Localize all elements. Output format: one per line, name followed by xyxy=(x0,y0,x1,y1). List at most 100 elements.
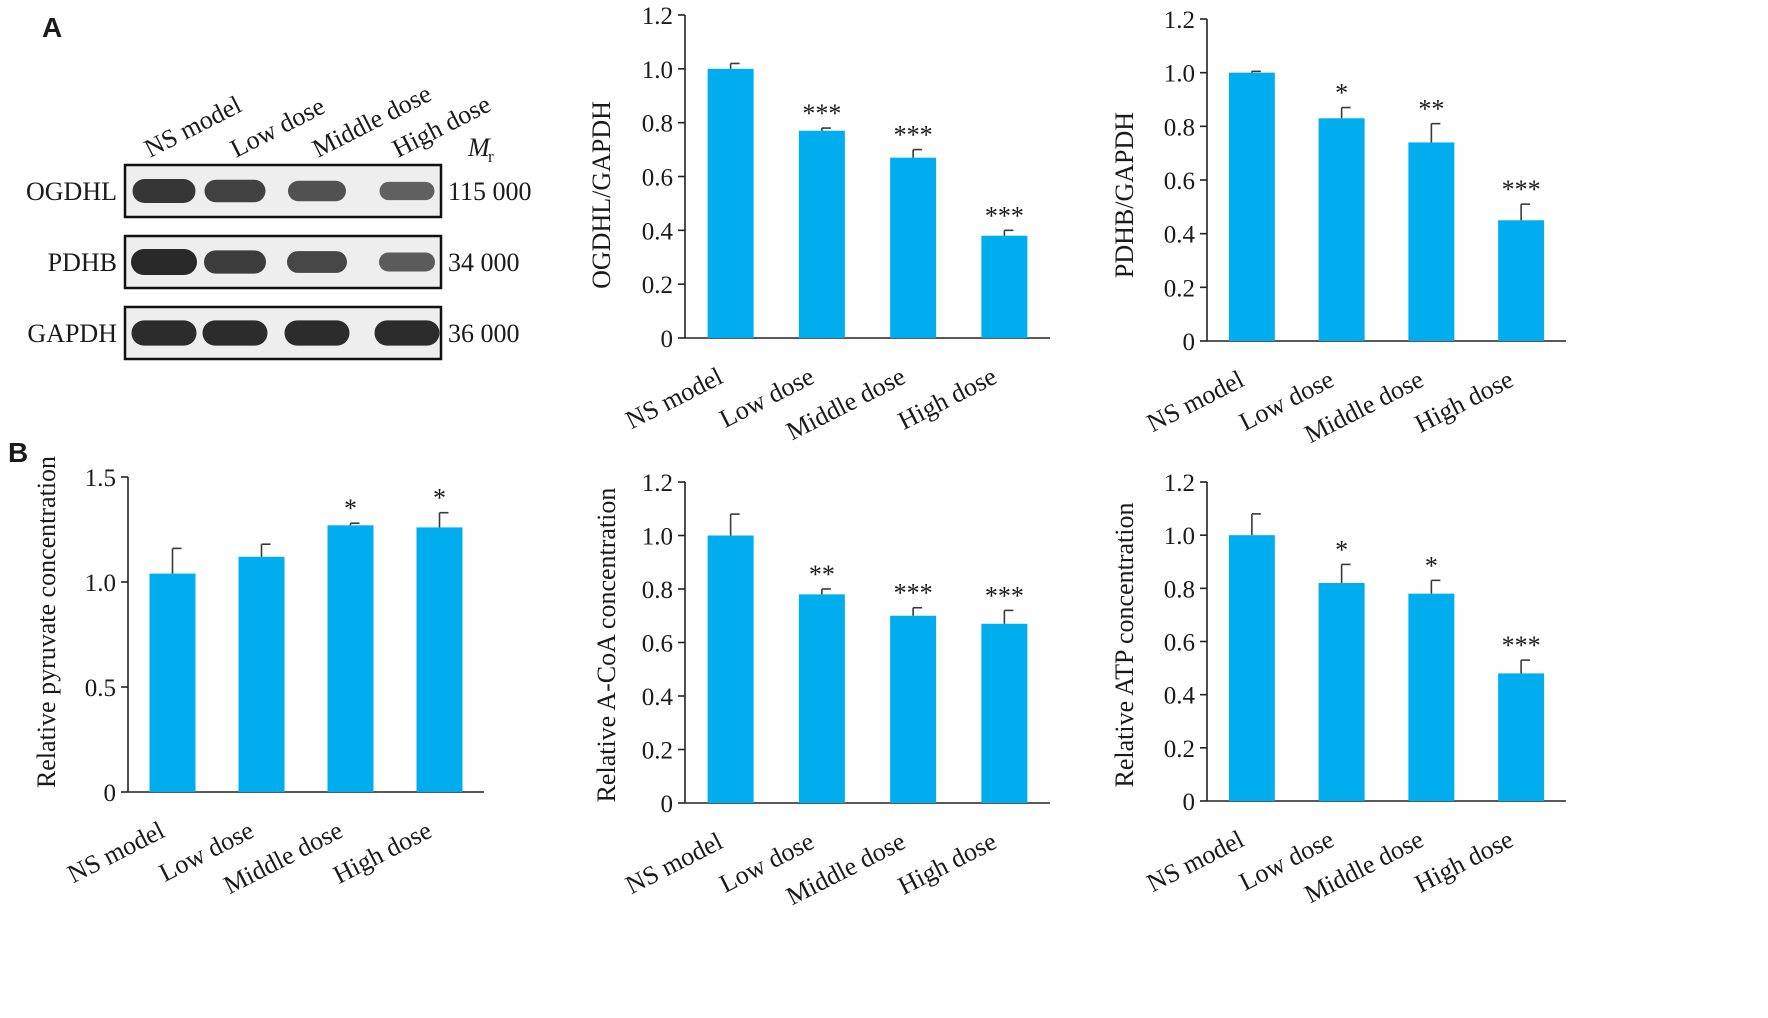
x-tick-label: High dose xyxy=(1410,825,1518,899)
chart-atp: 0 0.2 0.4 0.6 0.8 1.0 1.2 Relative ATP concentr… xyxy=(1110,470,1566,909)
blot-band xyxy=(131,320,197,346)
significance-label: *** xyxy=(894,121,933,150)
x-tick-label: NS model xyxy=(1142,365,1248,438)
x-tick-label: NS model xyxy=(621,362,727,435)
y-tick-label: 0.8 xyxy=(642,577,673,604)
blot-mw-label: 115 000 xyxy=(448,177,532,206)
blot-row-label: OGDHL xyxy=(26,177,117,206)
y-tick-label: 0 xyxy=(661,326,674,353)
x-tick-label: High dose xyxy=(328,816,436,890)
y-tick-label: 1.2 xyxy=(642,3,673,30)
blot-band xyxy=(132,179,196,203)
y-tick-label: 0.8 xyxy=(1164,114,1195,141)
y-tick-label: 1.5 xyxy=(85,465,116,492)
blot-band xyxy=(288,180,346,202)
significance-label: *** xyxy=(985,581,1024,610)
y-tick-label: 1.0 xyxy=(85,570,116,597)
bar xyxy=(1318,118,1365,342)
y-tick-label: 0.6 xyxy=(1164,168,1195,195)
x-tick-label: High dose xyxy=(1410,365,1518,439)
blot-row-label: GAPDH xyxy=(27,319,117,348)
significance-label: *** xyxy=(985,201,1024,230)
y-tick-label: 1.2 xyxy=(1164,7,1195,34)
bar xyxy=(1498,220,1545,341)
bar xyxy=(149,573,196,792)
bar xyxy=(327,525,374,792)
blot-lane-label: NS model xyxy=(140,90,246,163)
y-tick-label: 0 xyxy=(1183,789,1196,816)
y-tick-label: 1.2 xyxy=(642,470,673,497)
significance-label: ** xyxy=(809,560,835,589)
bar xyxy=(1408,593,1455,801)
panel-label-a: A xyxy=(42,12,62,43)
y-axis-label: Relative pyruvate concentration xyxy=(32,456,61,788)
x-tick-label: High dose xyxy=(893,827,1001,901)
y-axis-label: OGDHL/GAPDH xyxy=(587,101,616,289)
blot-row-label: PDHB xyxy=(48,248,117,277)
significance-label: * xyxy=(1335,535,1348,564)
significance-label: * xyxy=(344,494,357,523)
blot-mw-label: 36 000 xyxy=(448,319,520,348)
x-tick-label: High dose xyxy=(893,362,1001,436)
bar xyxy=(981,235,1028,338)
y-tick-label: 0.4 xyxy=(1164,683,1196,710)
y-tick-label: 0 xyxy=(1183,329,1196,356)
bar xyxy=(798,594,845,803)
bar xyxy=(1228,72,1275,342)
blot-band xyxy=(374,320,440,346)
blot-band xyxy=(287,251,347,273)
y-tick-label: 0 xyxy=(104,780,117,807)
blot-band xyxy=(204,250,266,274)
bar xyxy=(416,527,463,792)
bar xyxy=(1408,142,1455,341)
blot-band xyxy=(131,249,197,275)
y-axis-label: PDHB/GAPDH xyxy=(1110,112,1139,278)
y-tick-label: 1.0 xyxy=(1164,61,1195,88)
y-tick-label: 0.2 xyxy=(1164,275,1195,302)
y-tick-label: 0.5 xyxy=(85,675,116,702)
blot-band xyxy=(284,320,350,346)
bar xyxy=(890,157,937,338)
bar xyxy=(1498,673,1545,801)
x-tick-label: NS model xyxy=(63,816,169,889)
y-tick-label: 0 xyxy=(661,791,674,818)
y-tick-label: 0.4 xyxy=(1164,222,1196,249)
significance-label: *** xyxy=(1502,175,1541,204)
significance-label: * xyxy=(1335,79,1348,108)
mr-subscript: r xyxy=(488,147,494,166)
y-tick-label: 0.6 xyxy=(642,165,673,192)
bar xyxy=(238,556,285,792)
chart-ogdhl: 0 0.2 0.4 0.6 0.8 1.0 1.2 OGDHL/GAPDH NS model **… xyxy=(587,3,1050,446)
y-tick-label: 1.0 xyxy=(642,57,673,84)
panel-label-b: B xyxy=(8,437,28,468)
blot-band xyxy=(204,179,266,203)
y-tick-label: 0.4 xyxy=(642,218,674,245)
y-tick-label: 0.2 xyxy=(642,272,673,299)
bar xyxy=(981,623,1028,803)
blot-mw-label: 34 000 xyxy=(448,248,520,277)
x-tick-label: NS model xyxy=(621,827,727,900)
x-tick-label: NS model xyxy=(1142,825,1248,898)
blot-band xyxy=(202,320,268,346)
y-tick-label: 0.6 xyxy=(1164,630,1195,657)
bar xyxy=(1228,535,1275,801)
y-tick-label: 0.8 xyxy=(642,111,673,138)
y-tick-label: 0.2 xyxy=(1164,736,1195,763)
blot-lane-label: Low dose xyxy=(226,91,330,163)
y-tick-label: 0.8 xyxy=(1164,576,1195,603)
y-tick-label: 0.6 xyxy=(642,631,673,658)
bar xyxy=(707,68,754,338)
bar xyxy=(707,535,754,803)
blot-band xyxy=(379,181,435,201)
chart-pyruvate: 0 0.5 1.0 1.5 Relative pyruvate concentratio… xyxy=(32,456,484,900)
significance-label: * xyxy=(433,484,446,513)
blot-band xyxy=(379,252,435,272)
y-tick-label: 1.0 xyxy=(642,524,673,551)
y-tick-label: 1.2 xyxy=(1164,470,1195,497)
y-axis-label: Relative A-CoA concentration xyxy=(592,488,621,803)
mr-label: M xyxy=(467,133,491,162)
significance-label: *** xyxy=(1502,631,1541,660)
